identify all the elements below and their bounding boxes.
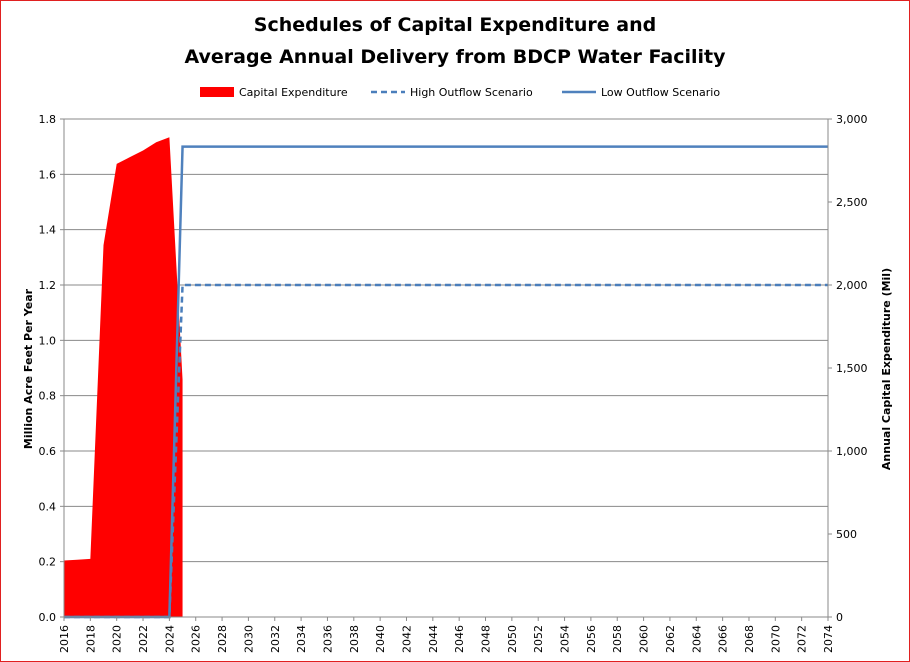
x-tick-label: 2072 — [796, 625, 809, 653]
right-tick-label: 2,000 — [836, 279, 868, 292]
y-axis-left-label: Million Acre Feet Per Year — [22, 288, 35, 449]
left-tick-label: 0.4 — [39, 500, 57, 513]
x-tick-label: 2070 — [769, 625, 782, 653]
x-tick-label: 2046 — [453, 625, 466, 653]
x-tick-label: 2036 — [321, 625, 334, 653]
gridlines — [64, 118, 828, 563]
left-tick-label: 0.0 — [39, 611, 57, 624]
y-axis-right-label: Annual Capital Expenditure (Mil) — [880, 268, 893, 470]
x-tick-label: 2056 — [585, 625, 598, 653]
x-tick-label: 2062 — [664, 625, 677, 653]
legend-label-high-outflow-scenario: High Outflow Scenario — [410, 86, 533, 99]
legend: Capital Expenditure High Outflow Scenario… — [200, 86, 720, 99]
left-tick-label: 1.0 — [39, 334, 57, 347]
x-tick-label: 2040 — [374, 625, 387, 653]
left-tick-label: 1.4 — [39, 224, 57, 237]
x-tick-label: 2024 — [163, 625, 176, 653]
chart-title-line-1: Schedules of Capital Expenditure and — [254, 14, 656, 36]
x-tick-label: 2032 — [269, 625, 282, 653]
axes — [60, 118, 832, 621]
left-axis-ticks: 0.0 0.2 0.4 0.6 0.8 1.0 1.2 1.4 1.6 1.8 — [39, 113, 57, 624]
right-tick-label: 2,500 — [836, 196, 868, 209]
x-tick-label: 2060 — [638, 625, 651, 653]
right-tick-label: 3,000 — [836, 113, 868, 126]
x-tick-label: 2068 — [743, 625, 756, 653]
x-tick-label: 2066 — [717, 625, 730, 653]
area-layer — [64, 137, 183, 617]
left-tick-label: 0.8 — [39, 390, 57, 403]
legend-swatch-capital-expenditure — [200, 87, 234, 97]
right-tick-label: 1,000 — [836, 445, 868, 458]
x-tick-label: 2054 — [559, 625, 572, 653]
x-tick-label: 2022 — [137, 625, 150, 653]
legend-label-capital-expenditure: Capital Expenditure — [239, 86, 348, 99]
x-tick-label: 2018 — [84, 625, 97, 653]
x-tick-label: 2020 — [111, 625, 124, 653]
x-tick-label: 2016 — [58, 625, 71, 653]
x-tick-label: 2050 — [506, 625, 519, 653]
x-axis-ticks: 2016 2018 2020 2022 2024 2026 2028 2030 2032 2034… — [58, 625, 835, 653]
x-tick-label: 2042 — [400, 625, 413, 653]
x-tick-label: 2052 — [532, 625, 545, 653]
left-tick-label: 0.6 — [39, 445, 57, 458]
right-tick-label: 1,500 — [836, 362, 868, 375]
chart-title: Schedules of Capital Expenditure and Ave… — [185, 14, 727, 68]
x-tick-label: 2026 — [190, 625, 203, 653]
x-tick-label: 2044 — [427, 625, 440, 653]
x-tick-label: 2034 — [295, 625, 308, 653]
legend-label-low-outflow-scenario: Low Outflow Scenario — [601, 86, 720, 99]
left-tick-label: 1.2 — [39, 279, 57, 292]
right-tick-label: 500 — [836, 528, 857, 541]
line-series-low-outflow-scenario — [64, 145, 828, 619]
left-tick-label: 0.2 — [39, 556, 57, 569]
x-tick-label: 2028 — [216, 625, 229, 653]
x-tick-label: 2064 — [690, 625, 703, 653]
right-axis-ticks: 0 500 1,000 1,500 2,000 2,500 3,000 — [836, 113, 868, 624]
x-tick-label: 2038 — [348, 625, 361, 653]
x-tick-label: 2074 — [822, 625, 835, 653]
left-tick-label: 1.8 — [39, 113, 57, 126]
x-tick-label: 2048 — [480, 625, 493, 653]
line-layer — [64, 145, 828, 619]
area-series-capital-expenditure — [64, 137, 183, 617]
right-tick-label: 0 — [836, 611, 843, 624]
left-tick-label: 1.6 — [39, 168, 57, 181]
line-series-high-outflow-scenario — [64, 283, 828, 619]
x-tick-label: 2030 — [242, 625, 255, 653]
chart-title-line-2: Average Annual Delivery from BDCP Water … — [185, 46, 727, 68]
x-tick-label: 2058 — [611, 625, 624, 653]
